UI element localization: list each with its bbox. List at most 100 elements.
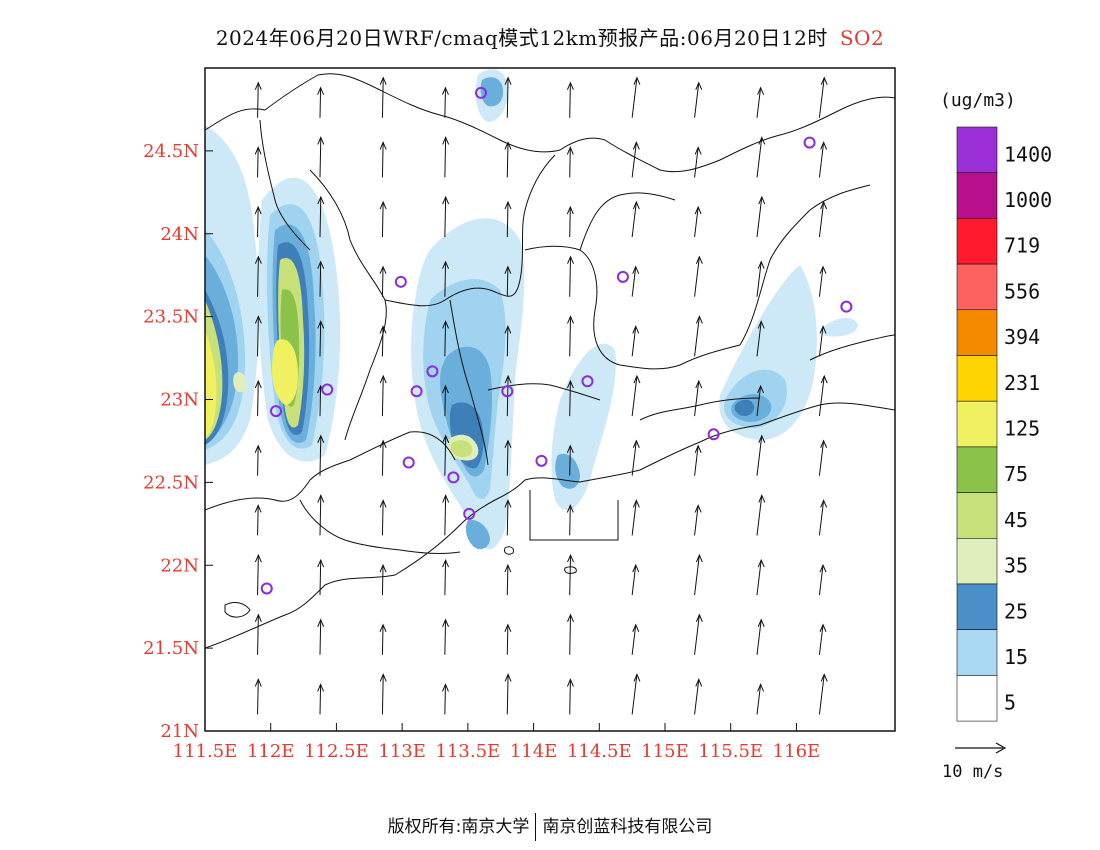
wind-arrow (257, 256, 259, 297)
wind-arrow-head (819, 325, 827, 334)
wind-arrow (257, 679, 259, 715)
wind-arrow-head (442, 434, 450, 443)
wind-arrow (444, 87, 446, 118)
wind-arrow-head (441, 86, 449, 95)
wind-arrow (569, 82, 571, 118)
lat-label: 22N (160, 555, 199, 576)
wind-arrow-head (819, 563, 827, 573)
colorbar-label: 1000 (1004, 188, 1052, 212)
wind-arrow (381, 77, 384, 118)
wind-arrow-head (567, 315, 574, 324)
wind-arrow-head (566, 678, 574, 687)
wind-arrow-head (504, 374, 512, 384)
wind-arrow (381, 326, 384, 357)
wind-arrow-head (758, 434, 766, 443)
wind-arrow-head (317, 136, 325, 145)
wind-arrow-head (317, 320, 325, 329)
wind-arrow (319, 495, 322, 536)
lon-label: 114.5E (567, 741, 632, 762)
wind-arrow-head (694, 205, 702, 215)
wind-arrow (506, 142, 509, 178)
wind-arrow-head (379, 499, 387, 508)
wind-arrow-head (317, 494, 325, 503)
wind-arrow (631, 624, 637, 655)
wind-arrow-head (504, 76, 512, 85)
wind-arrow-head (254, 613, 262, 622)
station-marker (616, 270, 629, 283)
wind-arrow-head (442, 136, 450, 145)
lon-label: 113.5E (436, 741, 501, 762)
wind-arrow (569, 147, 571, 178)
wind-arrow (257, 555, 259, 596)
wind-arrow (257, 445, 259, 476)
station-marker (410, 385, 423, 398)
wind-arrow (444, 261, 447, 297)
boundary-b (309, 169, 387, 441)
wind-arrow (631, 142, 637, 178)
island-2 (504, 546, 514, 555)
wind-arrow (818, 77, 825, 118)
wind-arrow-head (379, 325, 387, 334)
wind-arrow-head (254, 205, 262, 215)
wind-arrow (257, 147, 259, 178)
wind-arrow-head (317, 683, 325, 692)
wind-arrow-head (567, 255, 574, 264)
boundary-a (259, 119, 311, 251)
wind-arrow-head (633, 76, 641, 85)
wind-arrow-head (442, 494, 450, 503)
wind-arrow-head (694, 146, 702, 155)
wind-arrow-head (317, 558, 325, 568)
wind-arrow-head (758, 136, 766, 145)
wind-arrow-head (632, 265, 640, 274)
boundary-north (205, 73, 606, 153)
wind-arrow (569, 256, 572, 297)
wind-arrow (694, 316, 700, 357)
wind-arrow-head (757, 618, 765, 627)
wind-arrow-head (317, 434, 325, 443)
lon-label: 111.5E (173, 741, 238, 762)
wind-arrow (631, 326, 637, 357)
wind-arrow-head (820, 499, 828, 508)
wind-arrow-head (441, 384, 449, 394)
wind-arrow-head (442, 260, 450, 269)
wind-arrow-head (757, 683, 765, 692)
colorbar-label: 125 (1004, 416, 1040, 440)
wind-arrow-head (632, 325, 640, 334)
lon-label: 115E (641, 741, 689, 762)
footer: 版权所有:南京大学 南京创蓝科技有限公司 (0, 812, 1100, 841)
boundary-hk (529, 490, 619, 541)
lon-label: 112E (247, 741, 295, 762)
wind-arrow (756, 386, 762, 417)
field-north-20 (480, 77, 504, 107)
wind-arrow-head (819, 265, 827, 274)
wind-arrow (631, 266, 637, 297)
wind-arrow (631, 674, 638, 715)
wind-arrow (257, 207, 259, 238)
wind-arrow (694, 381, 700, 417)
boundary-c (384, 154, 556, 307)
wind-arrow-head (820, 439, 828, 448)
wind-arrow-head (758, 494, 766, 503)
wind-arrow (506, 440, 509, 476)
lat-label: 24.5N (143, 141, 199, 162)
wind-arrow (319, 560, 322, 596)
wind-arrow-head (254, 444, 262, 453)
wind-arrow (444, 684, 446, 715)
wind-arrow-head (566, 504, 574, 513)
wind-arrow-head (567, 613, 574, 622)
wind-arrow (818, 674, 825, 715)
wind-arrow-head (379, 673, 387, 682)
wind-arrow (631, 376, 638, 417)
wind-arrow-head (566, 81, 574, 90)
colorbar-swatch (956, 172, 998, 219)
wind-arrow-head (504, 499, 512, 508)
field-central-blob-35 (450, 440, 473, 458)
wind-arrow (506, 326, 509, 357)
wind-arrow (694, 614, 700, 655)
wind-arrow (319, 197, 322, 238)
wind-arrow-head (695, 553, 703, 563)
wind-arrow-head (694, 504, 702, 513)
colorbar-swatch (956, 537, 998, 585)
field-112e-75 (272, 339, 298, 405)
footer-separator (535, 813, 537, 841)
